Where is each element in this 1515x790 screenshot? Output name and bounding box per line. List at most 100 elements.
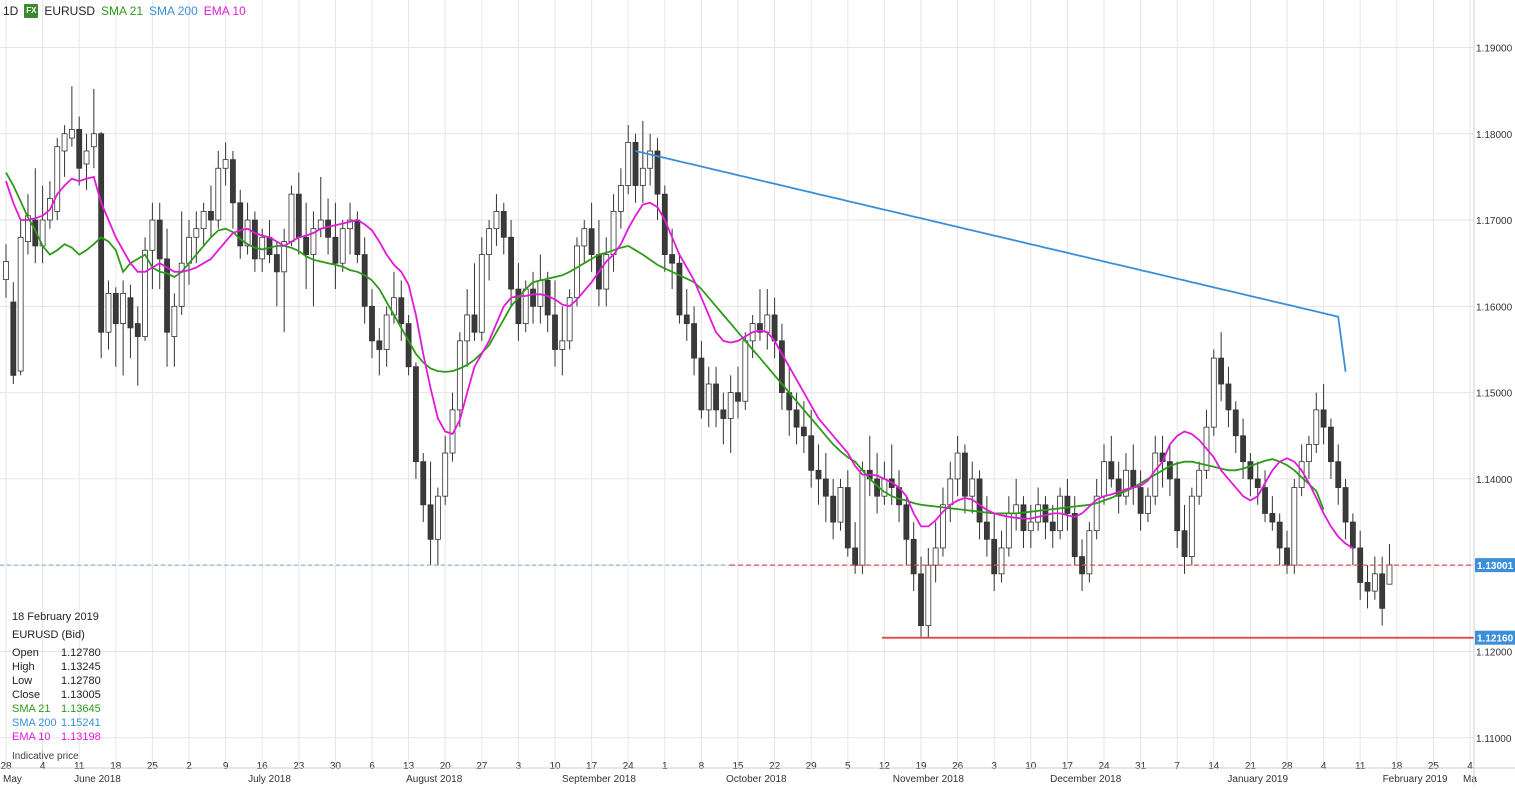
x-month-label: July 2018 [248,774,291,785]
x-tick-label: 9 [223,761,229,772]
candle-up [200,211,207,230]
candle-up [522,288,529,324]
x-month-label: January 2019 [1227,774,1288,785]
candle-up [442,452,449,497]
candle-down [844,487,851,549]
candle-down [976,478,983,523]
candle-down [164,258,170,333]
current-price-tag-bg [1475,558,1515,573]
candle-up [742,340,749,402]
candle-down [134,323,141,337]
candle-down [515,288,522,324]
candle-down [1284,547,1290,566]
x-tick-label: 15 [732,761,744,772]
x-tick-label: 14 [1208,761,1220,772]
candle-up [281,241,288,273]
candle-down [398,297,405,324]
x-month-label: September 2018 [562,774,636,785]
candle-down [779,340,785,394]
candle-up [764,314,771,333]
x-tick-label: 28 [1281,761,1293,772]
candle-down [237,202,244,247]
candle-down [500,211,507,238]
indicator-lines [5,150,1354,549]
x-tick-label: 22 [769,761,781,772]
candle-down [757,323,763,333]
y-tick-label: 1.12000 [1476,648,1513,659]
indicator-sma200-label[interactable]: SMA 200 [149,4,198,18]
candle-up [310,228,317,255]
info-date: 18 February 2019 [12,611,99,623]
candle-down [32,219,39,247]
candle-down [1115,478,1122,497]
candle-down [800,426,807,437]
candle-down [1262,487,1268,514]
candle-up [581,228,588,247]
candle-up [1123,469,1129,497]
candle-down [1232,409,1239,437]
candle-up [1005,513,1012,549]
candle-down [1218,357,1225,385]
candle-down [369,305,375,342]
info-key: Low [12,675,33,687]
x-tick-label: 30 [330,761,342,772]
candle-up [90,133,97,148]
timeframe-label[interactable]: 1D [3,4,19,18]
info-instrument: EURUSD (Bid) [12,629,85,641]
candle-up [383,314,390,350]
candle-down [1240,435,1246,463]
candle-down [588,228,595,255]
candle-down [98,133,105,333]
x-tick-label: 25 [1428,761,1440,772]
x-tick-label: 3 [991,761,997,772]
candle-up [347,219,353,230]
candle-up [1093,495,1100,532]
y-tick-label: 1.14000 [1476,475,1513,486]
y-tick-label: 1.15000 [1476,389,1513,400]
indicator-ema10-label[interactable]: EMA 10 [203,4,246,18]
symbol-label[interactable]: EURUSD [44,4,96,18]
candle-up [1210,357,1217,428]
candle-up [1306,444,1312,463]
x-tick-label: 13 [403,761,415,772]
info-row: High 1.13245 [12,660,121,674]
candle-down [1181,530,1188,557]
x-tick-label: 19 [915,761,927,772]
indicator-sma21-label[interactable]: SMA 21 [101,4,144,18]
x-tick-label: 17 [586,761,598,772]
candle-down [1225,383,1232,411]
candle-down [918,573,924,627]
candle-up [1291,487,1298,566]
candle-up [1188,495,1195,557]
candle-up [859,469,866,566]
x-month-label: November 2018 [893,774,965,785]
x-tick-label: 1 [662,761,668,772]
candle-down [698,357,705,411]
y-tick-label: 1.18000 [1476,130,1513,141]
current-price-tag: 1.13001 [1477,561,1514,572]
candle-down [720,409,727,419]
x-tick-label: 3 [516,761,522,772]
candle-down [273,254,280,273]
info-row: EMA 10 1.13198 [12,730,121,744]
candle-down [1247,461,1254,480]
candle-up [1145,495,1151,514]
candle-down [1276,521,1283,549]
y-tick-label: 1.17000 [1476,216,1513,227]
sma200-line [635,150,1347,372]
candle-up [68,129,75,139]
x-tick-label: 27 [476,761,488,772]
indicative-price-note: Indicative price [12,751,79,762]
candle-down [1071,513,1078,557]
candle-down [530,288,536,307]
candle-up [1386,564,1393,585]
candle-up [1013,504,1020,514]
candle-down [735,392,741,402]
candle-down [1108,461,1115,480]
candle-down [295,193,302,238]
candle-down [1328,426,1334,463]
x-month-label: Ma [1463,774,1477,785]
candle-up [1371,573,1378,592]
